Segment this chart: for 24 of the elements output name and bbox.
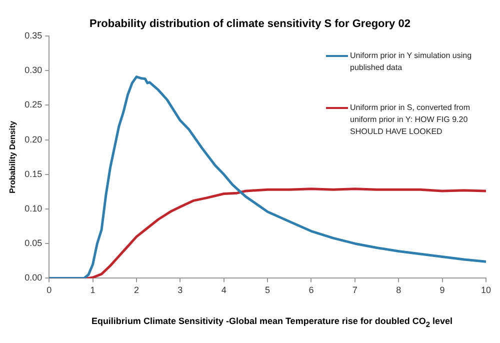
x-tick-label: 10 [480, 285, 492, 296]
x-tick-label: 7 [352, 285, 358, 296]
x-tick-label: 2 [134, 285, 139, 296]
x-tick-label: 1 [90, 285, 96, 296]
y-tick-label: 0.10 [24, 203, 42, 214]
x-axis-title: Equilibrium Climate Sensitivity -Global mean Temperature rise for doubled CO$_{2}$ level [90, 316, 454, 329]
x-tick-label: 4 [221, 285, 226, 296]
chart-title: Probability distribution of climate sensitivity S for Gregory 02 [88, 18, 412, 30]
legend-label: Uniform prior in S, converted from uniform prior in Y: HOW FIG 9.20 SHOULD HAVE LOOKED [350, 102, 472, 138]
y-tick-label: 0.15 [24, 168, 42, 179]
y-tick-label: 0.20 [24, 134, 42, 144]
y-axis-title: Probability Density [8, 120, 18, 194]
y-tick-label: 0.30 [24, 65, 42, 76]
y-tick-label: 0.05 [24, 238, 42, 248]
y-tick-label: 0.35 [24, 30, 42, 40]
x-tick-label: 6 [308, 285, 314, 296]
x-tick-label: 3 [178, 285, 183, 296]
x-tick-label: 5 [265, 285, 270, 296]
legend-label: Uniform prior in Y simulation using published data [350, 50, 473, 74]
x-tick-label: 8 [396, 285, 402, 296]
x-tick-label: 9 [440, 285, 445, 296]
y-tick-label: 0.00 [24, 272, 42, 283]
x-tick-label: 0 [46, 285, 52, 296]
y-tick-label: 0.25 [24, 100, 42, 110]
